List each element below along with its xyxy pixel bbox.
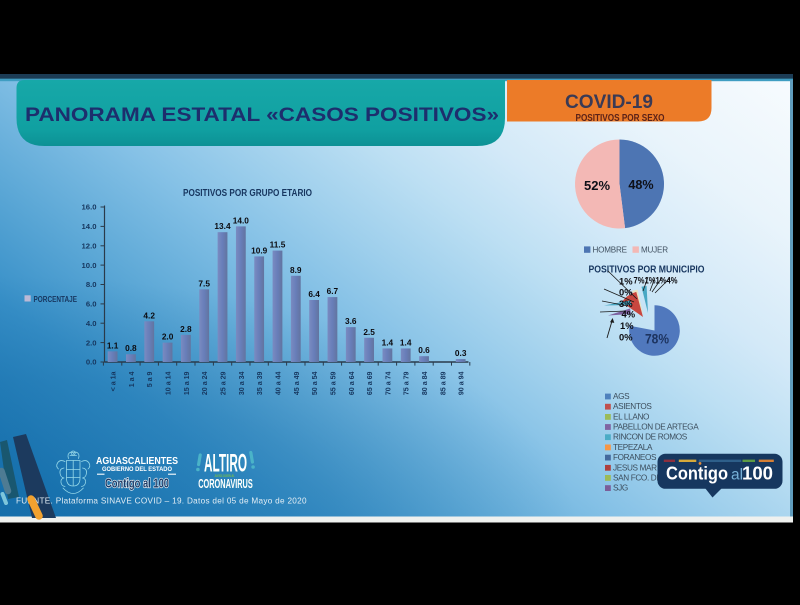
svg-text:7.5: 7.5 [198, 278, 210, 288]
svg-text:75 a 79: 75 a 79 [403, 371, 411, 395]
svg-text:11.5: 11.5 [270, 240, 286, 250]
svg-text:100: 100 [742, 463, 773, 484]
svg-text:25 a 29: 25 a 29 [220, 371, 228, 395]
svg-text:HOMBRE: HOMBRE [593, 246, 628, 255]
svg-text:10.9: 10.9 [251, 245, 268, 255]
svg-text:EL LLANO: EL LLANO [613, 412, 649, 421]
svg-text:GOBIERNO DEL ESTADO: GOBIERNO DEL ESTADO [102, 467, 172, 473]
svg-text:2.8: 2.8 [180, 324, 192, 334]
svg-text:48%: 48% [628, 178, 653, 192]
svg-text:10 a 14: 10 a 14 [165, 371, 173, 395]
svg-text:1.4: 1.4 [400, 337, 412, 347]
svg-text:6.7: 6.7 [327, 286, 339, 296]
svg-text:80 a 84: 80 a 84 [421, 371, 429, 395]
svg-text:70 a 74: 70 a 74 [384, 371, 392, 395]
svg-text:ALTIRO: ALTIRO [205, 450, 248, 478]
svg-text:< a 1a: < a 1a [110, 371, 118, 391]
svg-text:COVID-19: COVID-19 [565, 92, 653, 113]
svg-text:8.9: 8.9 [290, 265, 302, 275]
svg-text:12.0: 12.0 [82, 241, 97, 250]
svg-text:65 a 69: 65 a 69 [366, 371, 374, 395]
svg-text:1%: 1% [619, 276, 633, 287]
svg-text:40 a 44: 40 a 44 [275, 371, 283, 395]
svg-text:16.0: 16.0 [82, 203, 97, 212]
svg-text:1%: 1% [620, 320, 634, 331]
svg-text:0.8: 0.8 [125, 343, 137, 353]
svg-text:PABELLON DE ARTEGA: PABELLON DE ARTEGA [613, 423, 699, 432]
svg-text:90 a 94: 90 a 94 [458, 371, 466, 395]
svg-text:TEPEZALA: TEPEZALA [613, 443, 653, 452]
svg-text:6.4: 6.4 [308, 289, 320, 299]
svg-text:FORANEOS: FORANEOS [613, 453, 657, 462]
svg-text:15 a 19: 15 a 19 [183, 371, 191, 395]
svg-text:0%: 0% [619, 287, 633, 298]
svg-text:Contigo: Contigo [666, 463, 728, 484]
svg-text:45 a 49: 45 a 49 [293, 371, 301, 395]
svg-text:13.4: 13.4 [214, 221, 231, 231]
svg-text:50 a 54: 50 a 54 [311, 371, 319, 395]
svg-text:60 a 64: 60 a 64 [348, 371, 356, 395]
svg-text:ALTIRO: ALTIRO [204, 450, 247, 478]
svg-text:AGUASCALIENTES: AGUASCALIENTES [96, 456, 178, 467]
svg-text:POSITIVOS POR SEXO: POSITIVOS POR SEXO [576, 113, 665, 124]
svg-text:1.4: 1.4 [382, 337, 394, 347]
svg-text:JUNTOS CONTRA EL: JUNTOS CONTRA EL [215, 473, 235, 478]
svg-text:SAN FCO. DE LOS: SAN FCO. DE LOS [613, 473, 680, 482]
svg-text:RINCON DE ROMOS: RINCON DE ROMOS [613, 433, 688, 442]
svg-text:0.3: 0.3 [455, 348, 467, 358]
svg-text:5 a 9: 5 a 9 [146, 371, 154, 387]
svg-text:35 a 39: 35 a 39 [256, 371, 264, 395]
svg-text:6.0: 6.0 [86, 300, 97, 309]
svg-text:4.0: 4.0 [86, 319, 97, 328]
svg-text:2.0: 2.0 [86, 338, 97, 347]
svg-text:2.0: 2.0 [162, 332, 174, 342]
svg-text:AGS: AGS [613, 392, 630, 401]
svg-text:JESUS MARIA: JESUS MARIA [613, 463, 665, 472]
svg-text:0.0: 0.0 [86, 358, 97, 367]
svg-text:al: al [731, 467, 743, 484]
svg-text:CORONAVIRUS: CORONAVIRUS [198, 476, 253, 491]
svg-text:ASIENTOS: ASIENTOS [613, 402, 652, 411]
svg-text:SJG: SJG [613, 484, 628, 493]
svg-text:4%: 4% [622, 309, 636, 320]
svg-text:PORCENTAJE: PORCENTAJE [34, 295, 78, 304]
svg-text:2.5: 2.5 [363, 327, 375, 337]
svg-text:8.0: 8.0 [86, 280, 97, 289]
svg-text:FUENTE. Plataforma SINAVE COVI: FUENTE. Plataforma SINAVE COVID – 19. Da… [16, 497, 307, 506]
svg-text:0.6: 0.6 [418, 345, 430, 355]
svg-text:POSITIVOS POR GRUPO ETARIO: POSITIVOS POR GRUPO ETARIO [183, 188, 312, 199]
svg-text:7%1%1%4%: 7%1%1%4% [634, 275, 679, 286]
svg-text:78%: 78% [645, 332, 669, 347]
svg-text:0%: 0% [619, 332, 633, 343]
svg-text:55 a 59: 55 a 59 [329, 371, 337, 395]
svg-text:1.1: 1.1 [107, 340, 119, 350]
svg-text:PANORAMA ESTATAL «CASOS POSITI: PANORAMA ESTATAL «CASOS POSITIVOS» [25, 104, 499, 126]
svg-text:10.0: 10.0 [82, 261, 97, 270]
svg-text:14.0: 14.0 [233, 215, 250, 225]
svg-text:20 a 24: 20 a 24 [201, 371, 209, 395]
svg-text:MUJER: MUJER [641, 246, 668, 255]
svg-text:52%: 52% [584, 178, 610, 193]
svg-text:Contigo al 100: Contigo al 100 [105, 476, 169, 491]
svg-text:4.2: 4.2 [143, 310, 155, 320]
svg-text:14.0: 14.0 [82, 222, 97, 231]
svg-text:1 a 4: 1 a 4 [128, 371, 136, 387]
svg-text:3%: 3% [619, 298, 633, 309]
svg-text:85 a 89: 85 a 89 [439, 371, 447, 395]
svg-text:POSITIVOS POR MUNICIPIO: POSITIVOS POR MUNICIPIO [589, 265, 705, 276]
svg-text:30 a 34: 30 a 34 [238, 371, 246, 395]
svg-text:3.6: 3.6 [345, 316, 357, 326]
svg-text:CORONAVIRUS: CORONAVIRUS [199, 476, 254, 491]
